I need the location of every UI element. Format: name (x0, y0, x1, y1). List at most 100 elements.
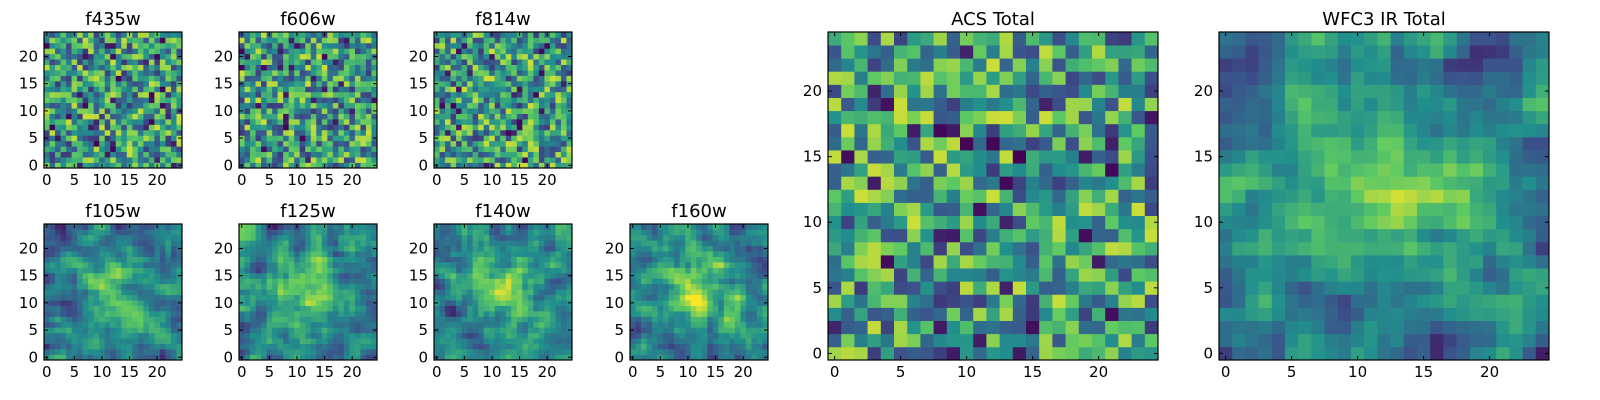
heatmap-cell (176, 102, 183, 109)
heatmap-cell (560, 240, 567, 247)
heatmap-cell (299, 146, 306, 153)
heatmap-cell (143, 64, 150, 71)
heatmap-cell (148, 119, 155, 125)
heatmap-cell (343, 59, 350, 65)
heatmap-cell (176, 240, 183, 247)
heatmap-cell (652, 289, 658, 296)
heatmap-cell (93, 305, 100, 312)
x-tick-label: 10 (287, 363, 306, 381)
heatmap-cell (343, 321, 350, 328)
heatmap-cell (60, 267, 67, 274)
heatmap-cell (132, 321, 139, 328)
heatmap-cell (646, 300, 653, 306)
heatmap-cell (82, 53, 89, 60)
y-tick-label: 20 (19, 239, 38, 257)
heatmap-cell (467, 108, 473, 114)
heatmap-cell (360, 80, 367, 87)
heatmap-cell (316, 75, 323, 82)
heatmap-cell (126, 305, 133, 312)
heatmap-cell (751, 229, 758, 236)
heatmap-cell (880, 281, 895, 295)
heatmap-cell (511, 135, 518, 142)
heatmap-cell (690, 267, 697, 274)
heatmap-cell (696, 316, 703, 323)
heatmap-cell (1092, 268, 1106, 282)
heatmap-cell (1118, 163, 1132, 177)
heatmap-cell (630, 338, 636, 345)
heatmap-cell (327, 278, 334, 285)
heatmap-cell (354, 113, 361, 120)
heatmap-cell (55, 311, 61, 317)
heatmap-cell (66, 240, 72, 247)
heatmap-cell (137, 91, 144, 98)
heatmap-cell (44, 349, 50, 355)
y-tick-label: 0 (28, 348, 38, 366)
heatmap-cell (261, 338, 267, 345)
heatmap-cell (762, 229, 769, 236)
heatmap-cell (110, 64, 117, 71)
heatmap-cell (165, 59, 172, 65)
heatmap-cell (1105, 215, 1119, 230)
heatmap-cell (170, 42, 177, 49)
heatmap-cell (712, 316, 719, 323)
heatmap-cell (321, 234, 328, 241)
heatmap-cell (690, 256, 697, 263)
heatmap-cell (255, 140, 262, 147)
heatmap-cell (494, 300, 501, 306)
heatmap-cell (522, 245, 529, 252)
heatmap-cell (707, 245, 714, 252)
heatmap-cell (143, 311, 150, 317)
heatmap-cell (88, 240, 95, 247)
heatmap-cell (500, 251, 507, 257)
heatmap-cell (478, 316, 485, 323)
heatmap-cell (434, 305, 440, 312)
heatmap-cell (99, 245, 106, 252)
heatmap-cell (354, 86, 361, 93)
heatmap-cell (338, 59, 345, 65)
heatmap-cell (560, 140, 567, 147)
heatmap-cell (516, 97, 523, 104)
heatmap-cell (170, 229, 177, 236)
heatmap-cell (522, 151, 529, 158)
heatmap-cell (646, 311, 653, 317)
heatmap-cell (354, 224, 361, 230)
heatmap-cell (272, 102, 278, 109)
heatmap-cell (467, 294, 473, 301)
heatmap-cell (544, 294, 551, 301)
heatmap-cell (522, 343, 529, 350)
heatmap-cell (277, 311, 284, 317)
heatmap-cell (566, 70, 573, 76)
heatmap-cell (371, 311, 378, 317)
heatmap-cell (115, 32, 122, 38)
heatmap-cell (316, 338, 323, 345)
heatmap-cell (165, 129, 172, 136)
heatmap-cell (522, 86, 529, 93)
heatmap-cell (310, 343, 317, 350)
heatmap-cell (527, 343, 534, 350)
heatmap-cell (986, 215, 1000, 230)
heatmap-cell (266, 151, 273, 158)
heatmap-cell (511, 251, 518, 257)
heatmap-cell (538, 311, 545, 317)
heatmap-cell (907, 150, 921, 164)
heatmap-cell (305, 311, 312, 317)
heatmap-cell (841, 320, 855, 335)
heatmap-cell (544, 53, 551, 60)
heatmap-cell (126, 42, 133, 49)
heatmap-cell (478, 262, 485, 268)
heatmap-cell (110, 113, 117, 120)
heatmap-cell (461, 251, 468, 257)
heatmap-cell (450, 64, 457, 71)
heatmap-cell (132, 80, 139, 87)
heatmap-cell (239, 294, 245, 301)
heatmap-cell (283, 343, 290, 350)
heatmap-cell (288, 129, 295, 136)
heatmap-cell (60, 240, 67, 247)
heatmap-cell (176, 251, 183, 257)
heatmap-cell (527, 354, 534, 361)
heatmap-cell (1131, 255, 1146, 269)
heatmap-cell (685, 300, 692, 306)
heatmap-cell (44, 70, 50, 76)
heatmap-cell (999, 320, 1014, 335)
heatmap-cell (544, 102, 551, 109)
